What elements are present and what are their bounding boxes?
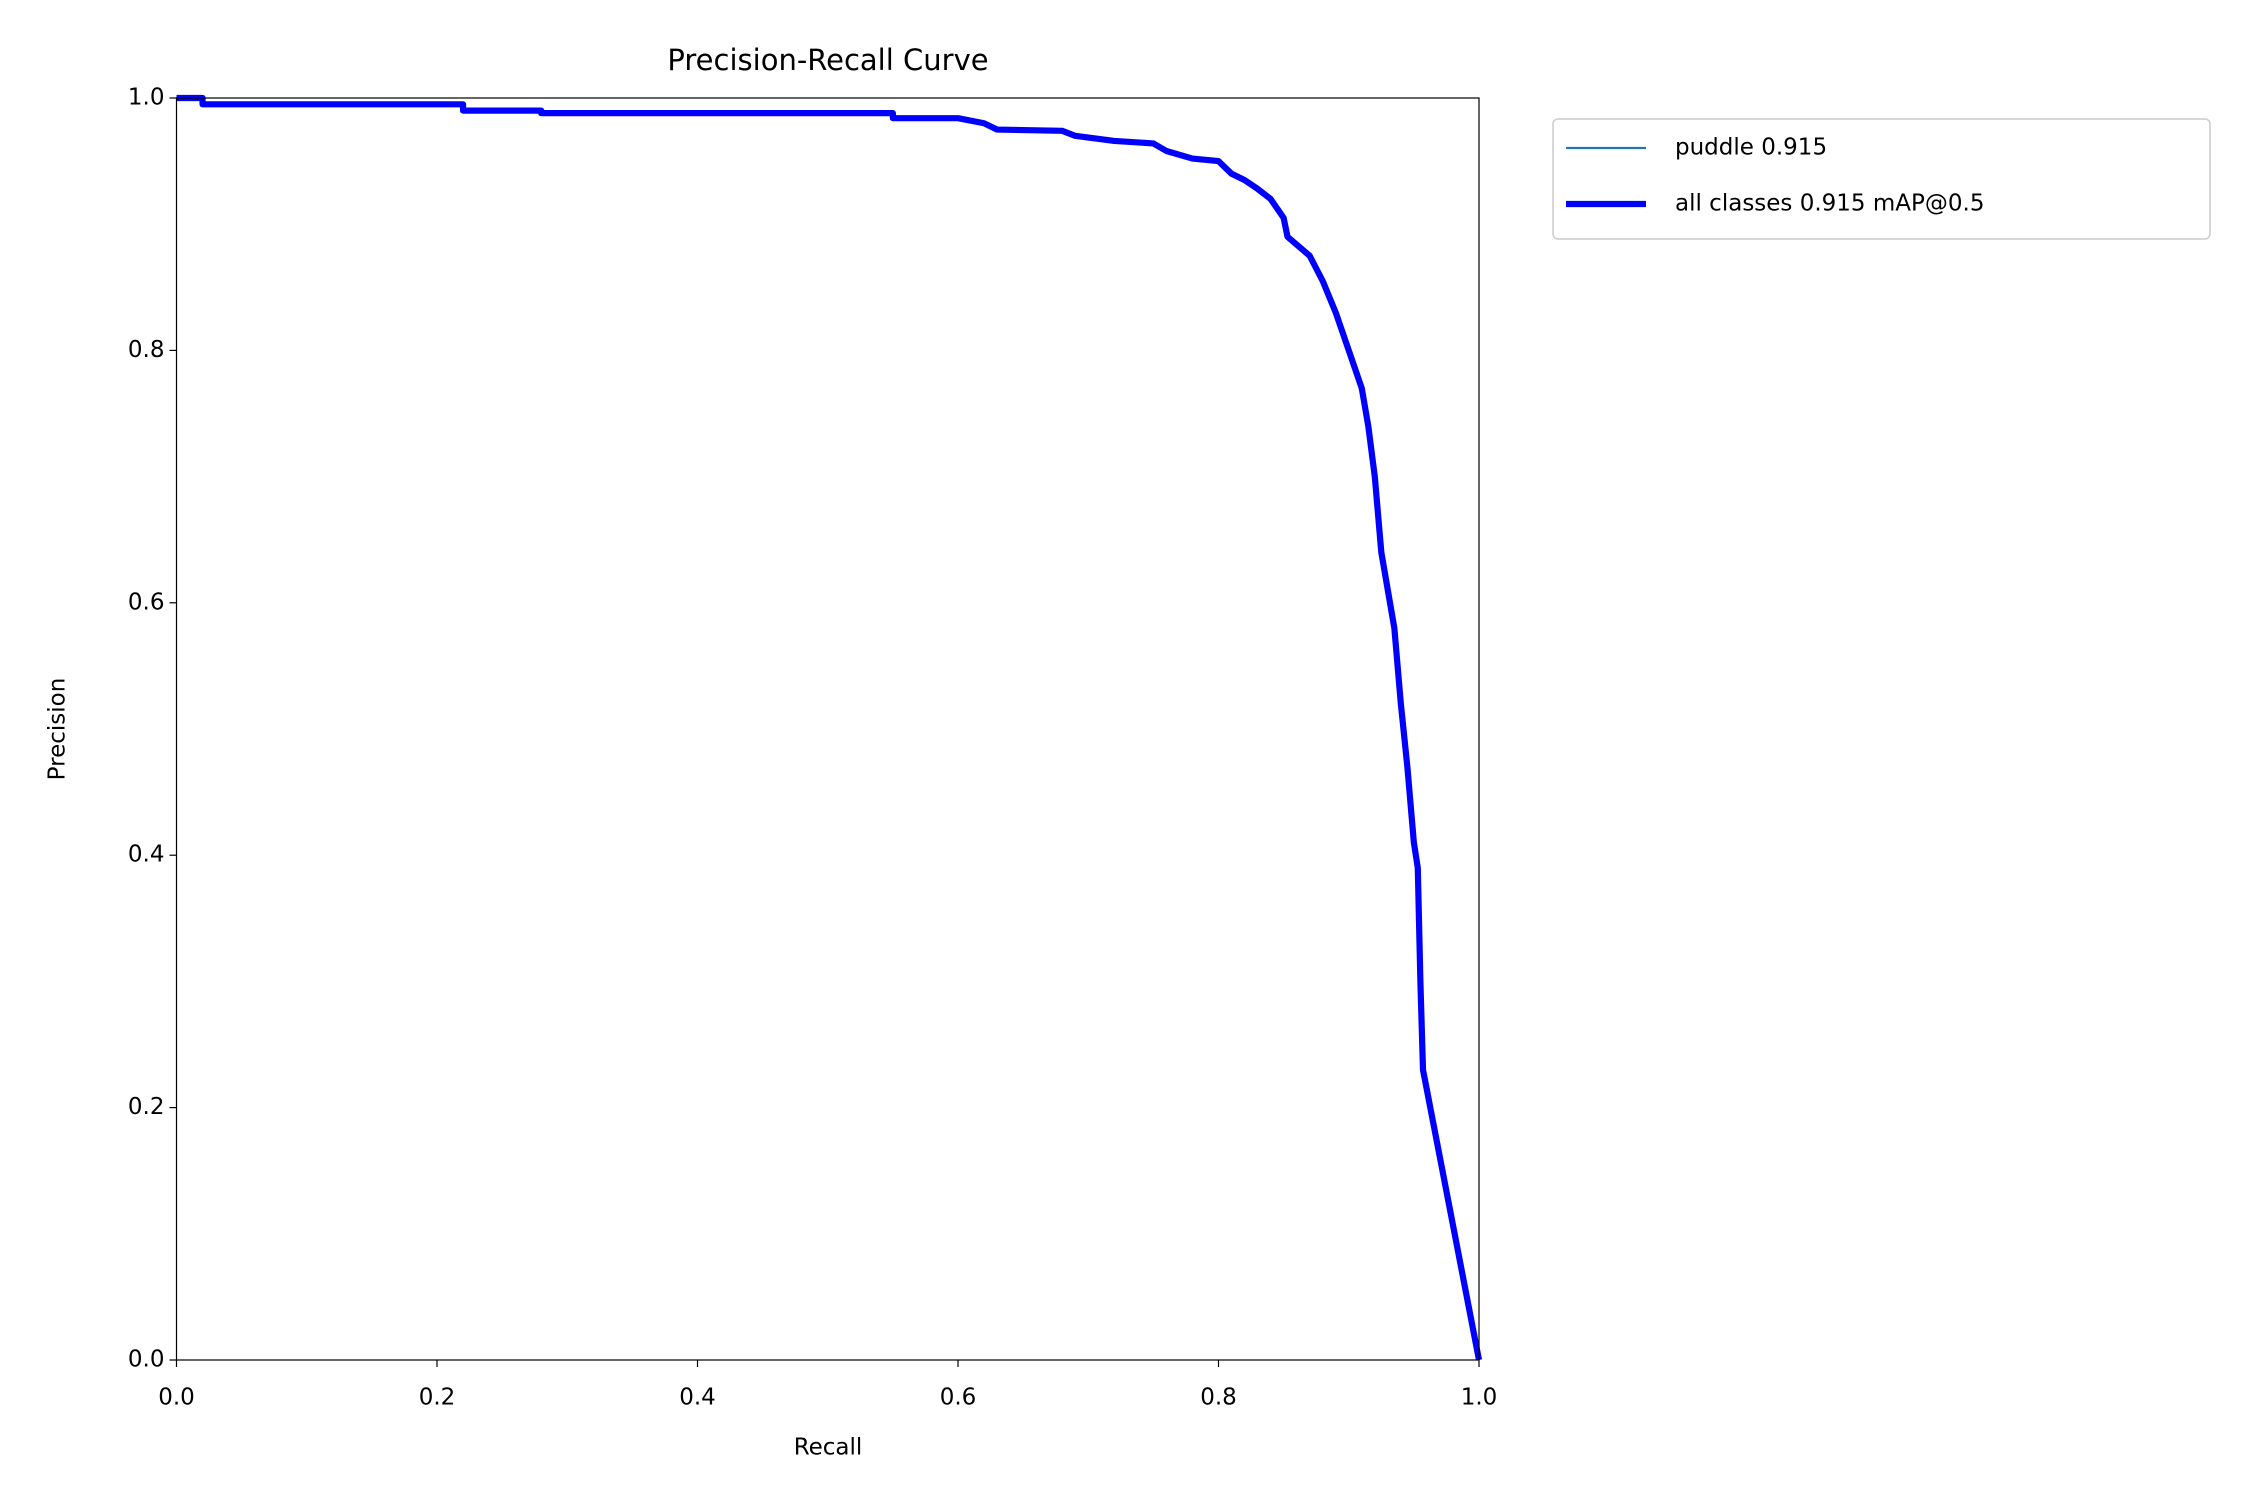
x-tick-label: 0.6	[940, 1385, 977, 1411]
x-tick-label: 0.0	[158, 1385, 195, 1411]
y-tick-label: 0.4	[128, 842, 165, 868]
y-axis-label: Precision	[45, 678, 71, 781]
y-tick-label: 0.0	[128, 1347, 165, 1373]
y-tick-label: 0.6	[128, 589, 165, 615]
x-tick-label: 0.4	[679, 1385, 716, 1411]
y-tick-label: 0.8	[128, 337, 165, 363]
x-tick-label: 0.2	[419, 1385, 456, 1411]
series-line	[176, 96, 1481, 1361]
chart-title: Precision-Recall Curve	[667, 43, 988, 77]
y-tick-label: 1.0	[128, 85, 165, 111]
y-tick-label: 0.2	[128, 1094, 165, 1120]
legend-label: all classes 0.915 mAP@0.5	[1675, 191, 1984, 217]
legend-box	[1552, 118, 2211, 240]
series-line	[176, 94, 1483, 1361]
x-tick-label: 0.8	[1200, 1385, 1237, 1411]
plot-frame	[175, 97, 1480, 1361]
x-tick-label: 1.0	[1461, 1385, 1498, 1411]
x-axis-label: Recall	[794, 1435, 863, 1461]
legend-label: puddle 0.915	[1675, 135, 1827, 161]
